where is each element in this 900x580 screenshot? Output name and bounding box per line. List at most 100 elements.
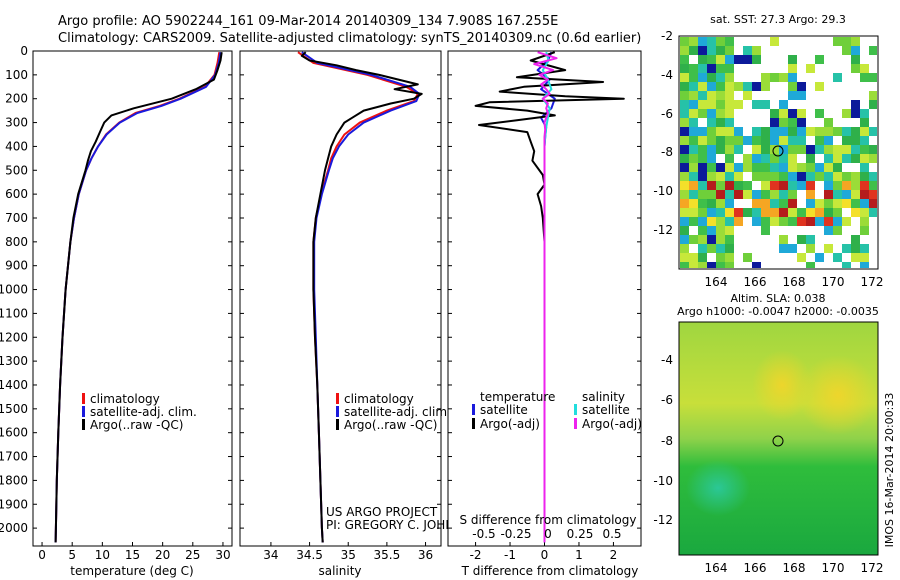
sst-pixel bbox=[689, 145, 698, 154]
sst-pixel bbox=[806, 199, 815, 208]
sst-pixel bbox=[851, 244, 860, 253]
sst-pixel bbox=[788, 154, 797, 163]
sst-pixel bbox=[833, 199, 842, 208]
sst-pixel bbox=[797, 217, 806, 226]
sst-pixel bbox=[707, 46, 716, 55]
sst-pixel bbox=[788, 64, 797, 73]
sst-pixel bbox=[860, 73, 869, 82]
sst-pixel bbox=[734, 172, 743, 181]
sst-pixel bbox=[842, 244, 851, 253]
sst-pixel bbox=[716, 127, 725, 136]
sst-pixel bbox=[797, 145, 806, 154]
sst-pixel bbox=[680, 136, 689, 145]
sst-pixel bbox=[770, 199, 779, 208]
sst-pixel bbox=[842, 172, 851, 181]
sst-pixel bbox=[752, 208, 761, 217]
sst-pixel bbox=[842, 262, 851, 268]
sst-pixel bbox=[815, 172, 824, 181]
sst-pixel bbox=[833, 73, 842, 82]
sst-pixel bbox=[707, 172, 716, 181]
map-tick-label: -10 bbox=[653, 474, 673, 488]
sst-pixel bbox=[725, 145, 734, 154]
temperature-axis-ticks: 0 5 10 15 20 25 30 bbox=[38, 542, 231, 562]
sla-high-anomaly bbox=[798, 355, 878, 435]
sst-pixel bbox=[788, 217, 797, 226]
x-tick-label: -2 bbox=[470, 548, 482, 562]
sst-pixel bbox=[851, 235, 860, 244]
sst-pixel bbox=[716, 235, 725, 244]
sst-pixel bbox=[698, 181, 707, 190]
sst-pixel bbox=[680, 181, 689, 190]
map-tick-label: -6 bbox=[661, 107, 673, 121]
sst-pixel bbox=[716, 253, 725, 262]
sst-pixel bbox=[770, 127, 779, 136]
map-tick-label: -12 bbox=[653, 513, 673, 527]
sst-pixel bbox=[824, 118, 833, 127]
sst-pixel bbox=[716, 118, 725, 127]
sst-pixel bbox=[752, 217, 761, 226]
sst-pixel bbox=[680, 100, 689, 109]
depth-tick-label: 1000 bbox=[0, 283, 28, 297]
sst-pixel bbox=[788, 127, 797, 136]
sst-pixel bbox=[680, 127, 689, 136]
legend-label: satellite bbox=[582, 403, 630, 417]
sst-pixel bbox=[752, 190, 761, 199]
sst-pixel bbox=[779, 118, 788, 127]
sst-pixel bbox=[716, 145, 725, 154]
sst-pixel bbox=[707, 37, 716, 46]
sst-pixel bbox=[779, 217, 788, 226]
legend-label: climatology bbox=[90, 392, 160, 406]
sst-pixel bbox=[707, 82, 716, 91]
sst-pixel bbox=[734, 82, 743, 91]
sst-pixel bbox=[743, 208, 752, 217]
sst-pixel bbox=[788, 190, 797, 199]
s-tick-label: 0.5 bbox=[602, 527, 621, 541]
sst-pixel bbox=[770, 136, 779, 145]
sst-pixel bbox=[743, 190, 752, 199]
sst-pixel bbox=[698, 55, 707, 64]
sst-pixel bbox=[680, 145, 689, 154]
sst-pixel bbox=[680, 37, 689, 46]
sst-pixel bbox=[815, 127, 824, 136]
sst-pixel bbox=[689, 82, 698, 91]
sla-map-yticks: -4 -6 -8 -10 -12 bbox=[653, 353, 673, 527]
sst-pixel bbox=[797, 208, 806, 217]
sst-pixel bbox=[707, 127, 716, 136]
sst-pixel bbox=[806, 145, 815, 154]
sst-pixel bbox=[716, 262, 725, 268]
sst-pixel bbox=[689, 118, 698, 127]
sst-pixel bbox=[788, 172, 797, 181]
sst-pixel bbox=[842, 199, 851, 208]
sst-pixel bbox=[851, 154, 860, 163]
t-difference-axis-label: T difference from climatology bbox=[461, 564, 639, 578]
sst-pixel bbox=[680, 163, 689, 172]
sst-map-yticks: -2 -4 -6 -8 -10 -12 bbox=[653, 29, 673, 237]
sst-pixel bbox=[770, 109, 779, 118]
sst-pixel bbox=[707, 208, 716, 217]
sst-pixel bbox=[698, 253, 707, 262]
salinity-legend: climatology satellite-adj. clim. Argo(..… bbox=[336, 392, 451, 432]
sst-pixel bbox=[707, 109, 716, 118]
legend-swatch-satellite bbox=[336, 406, 339, 417]
sst-pixel bbox=[779, 199, 788, 208]
sst-pixel bbox=[797, 127, 806, 136]
sst-pixel bbox=[680, 217, 689, 226]
sst-pixel bbox=[716, 55, 725, 64]
sla-map-title: Altim. SLA: 0.038 bbox=[730, 292, 825, 305]
sst-pixel bbox=[689, 46, 698, 55]
sst-pixel bbox=[752, 127, 761, 136]
sst-pixel bbox=[842, 154, 851, 163]
salinity-axis-label: salinity bbox=[318, 564, 361, 578]
sst-pixel bbox=[806, 127, 815, 136]
sst-pixel bbox=[752, 100, 761, 109]
sst-pixel bbox=[725, 64, 734, 73]
sst-pixel bbox=[815, 199, 824, 208]
sst-pixel bbox=[752, 172, 761, 181]
sst-pixel bbox=[851, 64, 860, 73]
sst-pixel bbox=[869, 46, 877, 55]
sst-pixel bbox=[716, 181, 725, 190]
sst-pixel bbox=[779, 73, 788, 82]
sst-pixel bbox=[743, 136, 752, 145]
sst-pixel bbox=[770, 37, 779, 46]
sst-pixel bbox=[689, 109, 698, 118]
